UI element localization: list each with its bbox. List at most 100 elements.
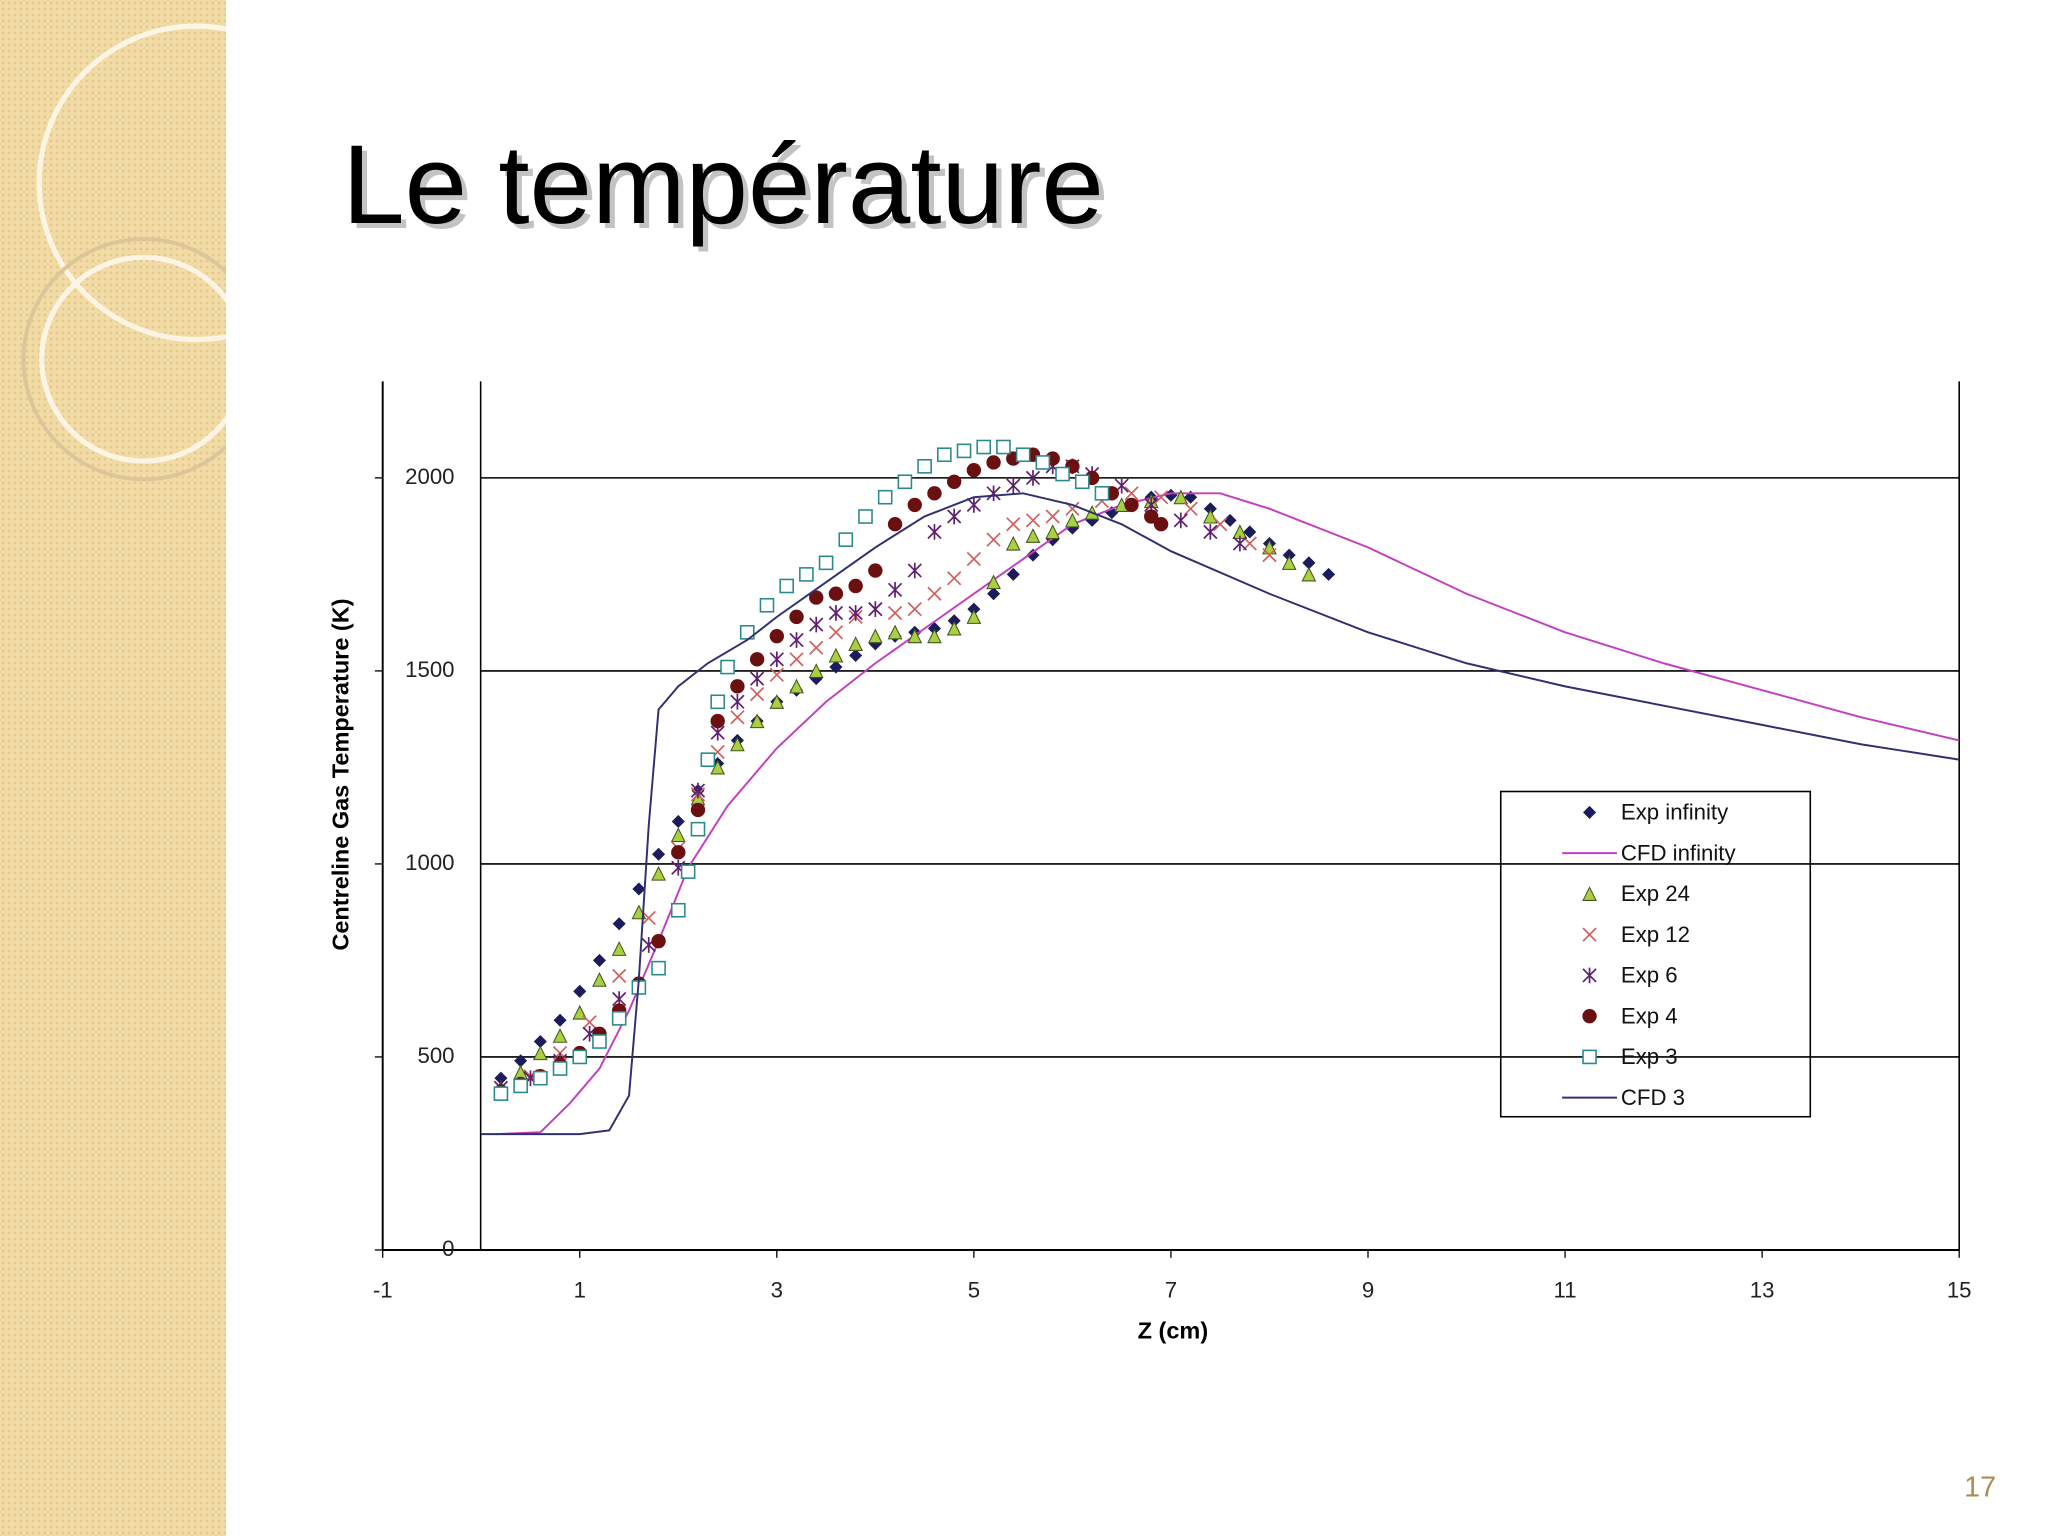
point bbox=[592, 1034, 607, 1049]
point bbox=[779, 578, 794, 594]
series bbox=[481, 492, 1960, 1136]
point bbox=[493, 1086, 509, 1101]
legend-label: Exp 3 bbox=[1621, 1044, 1678, 1069]
point bbox=[927, 486, 942, 501]
point bbox=[1025, 470, 1041, 486]
point bbox=[553, 1013, 567, 1027]
point bbox=[690, 802, 706, 818]
x-tick-label: 7 bbox=[1165, 1278, 1177, 1303]
x-tick-label: 3 bbox=[771, 1278, 783, 1303]
point bbox=[573, 984, 587, 998]
point bbox=[848, 605, 863, 621]
point bbox=[966, 551, 982, 567]
x-tick-label: 15 bbox=[1947, 1278, 1972, 1303]
point bbox=[552, 1061, 568, 1076]
point bbox=[1025, 513, 1041, 528]
point bbox=[1153, 517, 1169, 532]
point bbox=[966, 462, 982, 478]
x-tick-label: 1 bbox=[574, 1278, 586, 1303]
point bbox=[946, 474, 962, 489]
point bbox=[1183, 501, 1198, 516]
point bbox=[907, 602, 922, 617]
point bbox=[1055, 466, 1070, 482]
point bbox=[700, 752, 716, 768]
point bbox=[789, 678, 804, 694]
point bbox=[670, 827, 686, 843]
point bbox=[818, 555, 834, 571]
point bbox=[1582, 1049, 1597, 1065]
point bbox=[1026, 548, 1040, 562]
point bbox=[1045, 509, 1060, 524]
point bbox=[632, 882, 646, 896]
point bbox=[868, 601, 883, 617]
point bbox=[769, 628, 784, 644]
point bbox=[514, 1054, 528, 1068]
point bbox=[966, 609, 982, 624]
point bbox=[582, 1015, 597, 1030]
point bbox=[730, 693, 745, 710]
point bbox=[927, 524, 942, 540]
point bbox=[987, 587, 1001, 601]
point bbox=[1582, 1008, 1597, 1024]
point bbox=[887, 605, 903, 621]
point bbox=[769, 667, 784, 682]
point bbox=[789, 632, 804, 648]
point bbox=[572, 1049, 588, 1065]
point bbox=[828, 647, 844, 663]
point bbox=[966, 497, 982, 513]
point bbox=[986, 532, 1001, 547]
point bbox=[1203, 502, 1217, 516]
point bbox=[730, 679, 745, 694]
point bbox=[907, 562, 922, 579]
y-axis-title: Centreline Gas Temperature (K) bbox=[327, 598, 353, 950]
point bbox=[612, 917, 626, 931]
point bbox=[907, 497, 922, 513]
legend-label: CFD 3 bbox=[1621, 1085, 1685, 1110]
title-shadow: Le température bbox=[347, 126, 1109, 252]
point bbox=[1025, 528, 1041, 543]
point bbox=[1582, 927, 1597, 942]
point bbox=[1065, 512, 1080, 528]
point bbox=[749, 652, 765, 667]
point bbox=[887, 582, 903, 598]
point bbox=[611, 1011, 627, 1026]
point bbox=[1582, 967, 1597, 984]
legend: Exp infinity CFD infinity Exp 24 Exp 12 Exp … bbox=[1562, 800, 1736, 1110]
y-tick-label: 500 bbox=[417, 1043, 454, 1068]
point bbox=[749, 686, 765, 702]
point bbox=[1124, 486, 1139, 501]
point bbox=[976, 439, 992, 455]
legend-label: Exp 24 bbox=[1621, 881, 1690, 906]
point bbox=[828, 605, 844, 621]
point bbox=[956, 443, 972, 459]
point bbox=[927, 628, 942, 644]
legend-label: Exp 12 bbox=[1621, 922, 1690, 947]
point bbox=[789, 609, 804, 625]
point bbox=[1203, 524, 1218, 540]
point bbox=[1301, 566, 1317, 582]
point bbox=[690, 821, 706, 837]
legend-label: CFD infinity bbox=[1621, 840, 1737, 865]
point bbox=[1074, 474, 1090, 490]
point bbox=[641, 910, 656, 926]
point bbox=[868, 563, 883, 578]
point bbox=[1173, 489, 1189, 505]
legend-label: Exp 4 bbox=[1621, 1003, 1678, 1028]
decor-strip bbox=[0, 0, 226, 1536]
point bbox=[533, 1034, 547, 1049]
y-tick-label: 1000 bbox=[405, 850, 454, 875]
point bbox=[710, 713, 725, 729]
point bbox=[809, 590, 824, 605]
point bbox=[809, 640, 824, 655]
point bbox=[690, 782, 706, 799]
point bbox=[848, 578, 863, 594]
point bbox=[720, 659, 735, 675]
slide-number: 17 bbox=[1964, 1472, 1996, 1504]
legend-label: Exp infinity bbox=[1621, 800, 1729, 825]
point bbox=[1202, 508, 1218, 524]
point bbox=[1144, 509, 1159, 524]
point bbox=[759, 597, 775, 613]
point bbox=[838, 532, 854, 547]
point bbox=[967, 602, 981, 616]
